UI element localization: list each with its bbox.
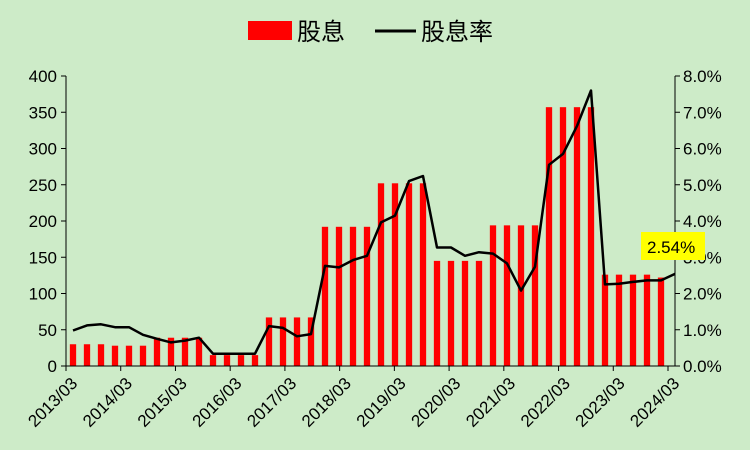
- legend-bar-swatch: [248, 21, 292, 40]
- bar-4: [125, 345, 133, 366]
- bar-36: [573, 107, 581, 367]
- y-left-tick-label-1: 50: [38, 321, 57, 340]
- y-right-tick-label-1: 1.0%: [683, 321, 722, 340]
- bar-15: [279, 317, 287, 366]
- y-left-tick-label-0: 0: [48, 357, 57, 376]
- bar-25: [419, 183, 427, 366]
- bar-8: [181, 337, 189, 366]
- bar-12: [237, 355, 245, 366]
- bar-27: [447, 260, 455, 366]
- y-left-tick-label-5: 250: [29, 176, 57, 195]
- x-tick-label-5: 2018/03: [298, 374, 355, 431]
- x-tick-label-2: 2015/03: [134, 374, 191, 431]
- bar-0: [69, 344, 77, 366]
- x-tick-label-11: 2024/03: [626, 374, 683, 431]
- bar-9: [195, 337, 203, 366]
- x-tick-label-6: 2019/03: [353, 374, 410, 431]
- callout-box: [641, 232, 705, 260]
- bar-40: [629, 274, 637, 366]
- y-left-tick-label-3: 150: [29, 248, 57, 267]
- bar-30: [489, 225, 497, 366]
- y-right-tick-label-4: 4.0%: [683, 212, 722, 231]
- bar-11: [223, 355, 231, 366]
- y-left-tick-label-6: 300: [29, 140, 57, 159]
- bar-32: [517, 225, 525, 366]
- bar-19: [335, 226, 343, 366]
- y-left-tick-label-2: 100: [29, 285, 57, 304]
- bar-1: [83, 344, 91, 366]
- bar-22: [377, 183, 385, 366]
- y-right-tick-label-8: 8.0%: [683, 67, 722, 86]
- x-tick-label-1: 2014/03: [79, 374, 136, 431]
- value-callout: 2.54%: [641, 232, 705, 260]
- x-tick-label-3: 2016/03: [189, 374, 246, 431]
- x-tick-label-9: 2022/03: [517, 374, 574, 431]
- bar-33: [531, 225, 539, 366]
- bar-35: [559, 107, 567, 367]
- legend-bar-label: 股息: [297, 18, 345, 46]
- bar-6: [153, 337, 161, 366]
- y-right-tick-label-5: 5.0%: [683, 176, 722, 195]
- y-right-tick-label-2: 2.0%: [683, 285, 722, 304]
- plot-area: 0501001502002503003504000.0%1.0%2.0%3.0%…: [24, 67, 721, 431]
- x-tick-label-0: 2013/03: [24, 374, 81, 431]
- bar-21: [363, 226, 371, 366]
- bar-42: [657, 277, 665, 366]
- bar-20: [349, 226, 357, 366]
- bar-14: [265, 317, 273, 366]
- bar-31: [503, 225, 511, 366]
- bar-7: [167, 337, 175, 366]
- line-series-dividend-yield: [72, 89, 676, 355]
- bar-29: [475, 260, 483, 366]
- callout-label: 2.54%: [647, 238, 695, 257]
- y-left-tick-label-8: 400: [29, 67, 57, 86]
- x-tick-label-7: 2020/03: [408, 374, 465, 431]
- legend: 股息 股息率: [248, 18, 493, 46]
- y-right-tick-label-0: 0.0%: [683, 357, 722, 376]
- bar-39: [615, 274, 623, 366]
- bar-16: [293, 317, 301, 366]
- y-left-tick-label-4: 200: [29, 212, 57, 231]
- bar-37: [587, 107, 595, 367]
- bar-3: [111, 345, 119, 366]
- bar-24: [405, 183, 413, 366]
- bar-10: [209, 355, 217, 366]
- x-tick-label-4: 2017/03: [243, 374, 300, 431]
- x-tick-label-10: 2023/03: [572, 374, 629, 431]
- bar-34: [545, 107, 553, 367]
- bar-38: [601, 274, 609, 366]
- bar-17: [307, 317, 315, 366]
- bar-28: [461, 260, 469, 366]
- y-right-tick-label-6: 6.0%: [683, 140, 722, 159]
- bar-26: [433, 260, 441, 366]
- bar-41: [643, 274, 651, 366]
- bar-23: [391, 183, 399, 366]
- legend-line-label: 股息率: [421, 18, 493, 46]
- bar-5: [139, 345, 147, 366]
- y-left-tick-label-7: 350: [29, 103, 57, 122]
- x-tick-label-8: 2021/03: [462, 374, 519, 431]
- y-right-tick-label-7: 7.0%: [683, 103, 722, 122]
- bar-2: [97, 344, 105, 366]
- bar-18: [321, 226, 329, 366]
- bar-13: [251, 355, 259, 366]
